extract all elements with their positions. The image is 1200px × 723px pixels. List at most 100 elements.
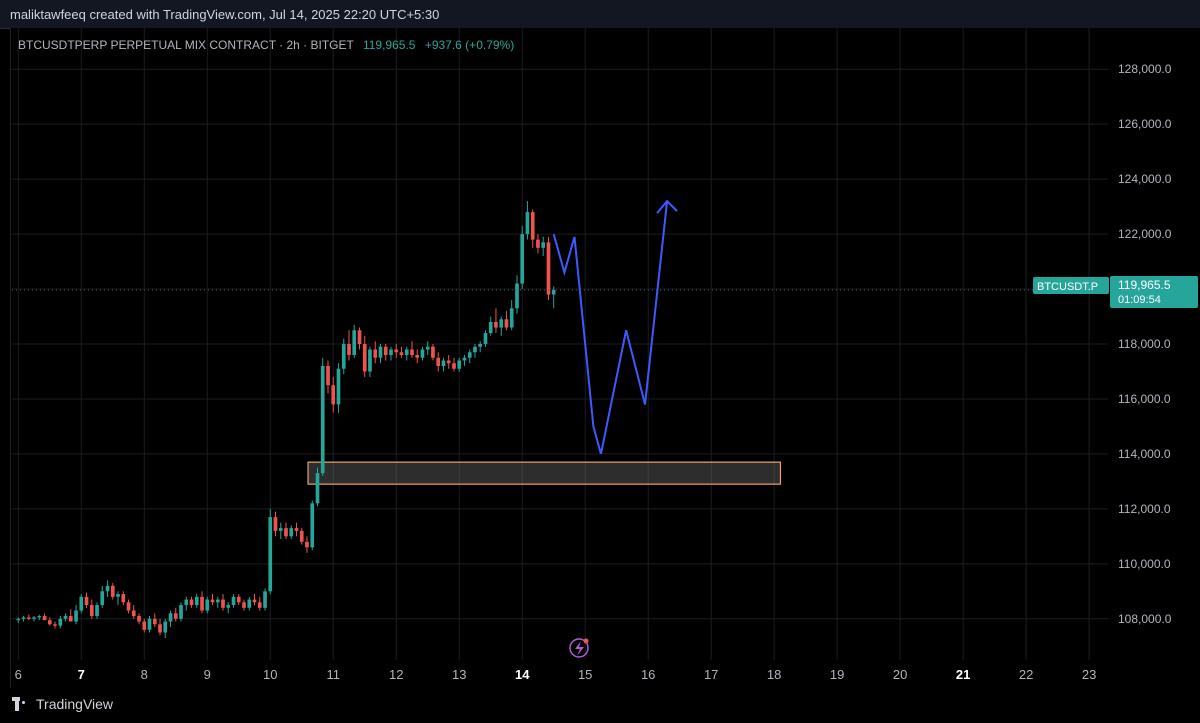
candle [394, 344, 399, 358]
candle [242, 599, 246, 611]
y-tick-label: 118,000.0 [1118, 337, 1171, 351]
price-tag-price: 119,965.5 [1118, 278, 1171, 292]
candle-body [147, 618, 152, 630]
candle-body [331, 385, 336, 405]
x-tick-label: 15 [578, 667, 592, 682]
candle-body [383, 346, 388, 355]
candle [21, 616, 26, 622]
candle [226, 602, 231, 614]
credit-text: maliktawfeeq created with TradingView.co… [10, 7, 440, 22]
y-axis: 108,000.0 110,000.0 112,000.0 114,000.0 116,… [1118, 62, 1172, 626]
candle [315, 467, 320, 507]
candle [541, 236, 546, 257]
candle-body [68, 616, 73, 622]
candle-body [63, 616, 68, 619]
candle [410, 341, 414, 358]
candle [320, 357, 325, 476]
candle [74, 605, 78, 625]
candle [263, 588, 267, 611]
candle-body [215, 599, 220, 603]
candle [137, 613, 141, 625]
price-tag-symbol-box [1033, 277, 1109, 294]
candle [205, 596, 210, 614]
candle-body [173, 613, 178, 619]
candle-body [263, 591, 267, 608]
candle-body [546, 242, 551, 295]
candle-body [121, 594, 126, 603]
candle [362, 335, 367, 377]
candle-body [541, 242, 546, 248]
candle-body [205, 599, 210, 611]
candle-body [42, 616, 47, 621]
candle [294, 522, 299, 537]
candle-body [404, 349, 409, 355]
candle-body [100, 591, 105, 606]
candle [347, 330, 351, 361]
candle [63, 613, 68, 622]
candle-body [84, 596, 89, 606]
candle-body [536, 239, 540, 248]
candle [420, 346, 425, 361]
candle [331, 376, 336, 413]
x-tick-label: 18 [767, 667, 781, 682]
candle-body [158, 624, 162, 633]
candle [16, 617, 21, 623]
candle-body [242, 602, 246, 608]
candle [473, 344, 477, 358]
candle-body [551, 289, 556, 295]
candle [26, 614, 31, 621]
candle [173, 607, 178, 622]
candle-body [273, 517, 278, 531]
x-tick-label: 17 [704, 667, 718, 682]
tradingview-logo-icon [12, 697, 30, 711]
candle-body [21, 617, 26, 619]
candle-body [252, 599, 257, 603]
candle [383, 344, 388, 361]
candle-body [357, 330, 362, 344]
candle-body [436, 357, 441, 366]
candle-body [373, 349, 378, 358]
candle [110, 583, 115, 600]
candle-body [389, 349, 393, 355]
candle-body [79, 596, 84, 611]
candle-body [462, 357, 467, 361]
candle [126, 599, 131, 614]
candle-body [236, 596, 241, 603]
candle [37, 614, 42, 621]
candle-body [257, 602, 262, 608]
x-tick-label: 20 [893, 667, 907, 682]
candle-body [446, 360, 451, 364]
candle [42, 613, 47, 621]
candle-body [226, 605, 231, 608]
candle-body [268, 517, 273, 592]
candle-body [26, 617, 31, 619]
candle-body [362, 344, 367, 372]
x-tick-label: 21 [956, 667, 970, 682]
candle [467, 349, 472, 364]
candles [16, 201, 556, 639]
candle-body [410, 349, 414, 355]
brand-name: TradingView [36, 696, 114, 712]
grid [12, 28, 1108, 660]
price-tag-countdown: 01:09:54 [1118, 294, 1161, 306]
lightning-icon[interactable] [569, 638, 589, 658]
candle [89, 599, 94, 619]
x-tick-label: 12 [389, 667, 403, 682]
symbol-legend[interactable]: BTCUSDTPERP PERPETUAL MIX CONTRACT · 2h … [18, 38, 514, 52]
y-tick-label: 108,000.0 [1118, 612, 1172, 626]
candle-body [488, 322, 493, 334]
chart-frame[interactable] [10, 28, 1200, 688]
candle [68, 609, 73, 622]
brand-logo[interactable]: TradingView [12, 696, 113, 712]
candle [163, 618, 168, 639]
projection-arrowhead [656, 199, 678, 214]
candle [84, 592, 89, 608]
candle-body [37, 616, 42, 618]
candle-body [310, 503, 315, 548]
candle [168, 610, 173, 628]
candle [352, 324, 357, 358]
candle-body [95, 605, 99, 617]
candle-body [179, 605, 183, 619]
candle-body [116, 594, 120, 597]
